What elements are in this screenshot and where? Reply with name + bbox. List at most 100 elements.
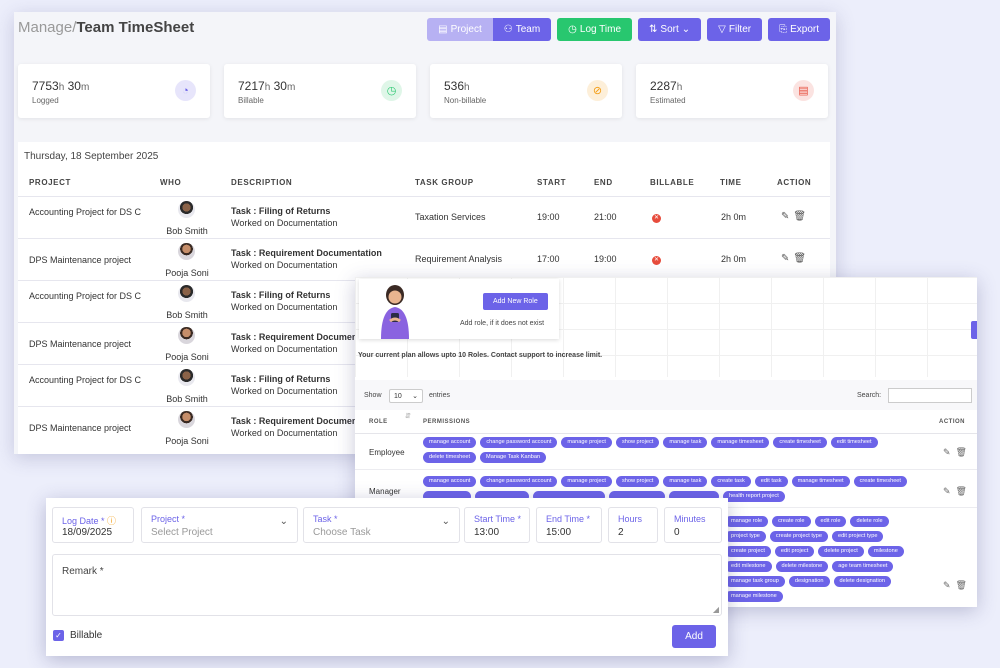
add-button[interactable]: Add <box>672 625 716 648</box>
avatar <box>178 327 195 344</box>
col-project[interactable]: PROJECT <box>29 178 71 187</box>
edit-icon[interactable]: ✎ <box>943 580 956 590</box>
col-description[interactable]: DESCRIPTION <box>231 178 293 187</box>
role-row: Manager manage account change password a… <box>355 470 977 508</box>
minutes-field[interactable]: Minutes 0 <box>664 507 722 543</box>
permission-pill: delete designation <box>833 576 891 587</box>
stat-number: 7217 <box>238 79 265 93</box>
project-select[interactable]: Project * Select Project ⌄ <box>141 507 298 543</box>
project-icon: ▤ <box>438 24 448 35</box>
description: Task : Filing of Returns Worked on Docume… <box>231 374 337 396</box>
task-select[interactable]: Task * Choose Task ⌄ <box>303 507 460 543</box>
minutes-label: Minutes <box>674 514 706 524</box>
permission-pill: create timesheet <box>773 437 827 448</box>
start-time-field[interactable]: Start Time * 13:00 <box>464 507 530 543</box>
entries-select[interactable]: 10 ⌄ <box>389 389 423 403</box>
permission-pill: create task <box>711 476 751 487</box>
delete-icon[interactable]: 🗑 <box>955 447 972 457</box>
edit-icon[interactable]: ✎ <box>943 486 956 496</box>
log-time-form: Log Date * ⓘ 18/09/2025 Project * Select… <box>46 498 728 656</box>
col-time[interactable]: TIME <box>720 178 742 187</box>
end-time-field[interactable]: End Time * 15:00 <box>536 507 602 543</box>
edit-icon[interactable]: ✎ <box>943 447 956 457</box>
log-date-field[interactable]: Log Date * ⓘ 18/09/2025 <box>52 507 134 543</box>
permission-pill <box>609 491 665 502</box>
permission-pill: manage account <box>423 437 477 448</box>
task-note: Worked on Documentation <box>231 428 338 438</box>
remark-textarea[interactable]: Remark * ◢ <box>52 554 722 616</box>
filter-label: Filter <box>728 24 752 35</box>
delete-icon[interactable]: 🗑 <box>955 486 972 496</box>
delete-icon[interactable]: 🗑 <box>955 580 972 590</box>
permission-pill: edit project type <box>831 531 884 542</box>
task-note: Worked on Documentation <box>231 260 338 270</box>
log-time-button[interactable]: ◷ Log Time <box>557 18 633 41</box>
side-tab[interactable] <box>971 321 977 339</box>
add-role-hint: Add role, if it does not exist <box>460 320 545 327</box>
project-label: Project * <box>151 514 186 524</box>
hours-field[interactable]: Hours 2 <box>608 507 658 543</box>
roles-table-header: ROLE ⇵ PERMISSIONS ACTION <box>355 410 977 434</box>
resize-handle-icon[interactable]: ◢ <box>712 605 719 614</box>
view-toggle: ▤ Project ⚇ Team <box>427 18 552 41</box>
sort-icon[interactable]: ⇵ <box>405 413 412 420</box>
billable-label: Billable <box>70 630 103 641</box>
billable-checkbox[interactable]: ✓ <box>53 630 64 641</box>
task-group: Requirement Analysis <box>415 254 503 264</box>
col-start[interactable]: START <box>537 178 567 187</box>
permission-pill: show project <box>615 437 660 448</box>
stat-unit: h <box>58 82 65 93</box>
edit-icon[interactable]: ✎ <box>781 253 794 264</box>
stat-number: 2287 <box>650 79 677 93</box>
stat-unit-2: m <box>286 82 296 93</box>
task-label: Task * <box>313 514 338 524</box>
add-new-role-button[interactable]: Add New Role <box>483 293 548 310</box>
permission-pill: edit timesheet <box>830 437 878 448</box>
add-role-card: Add New Role Add role, if it does not ex… <box>359 279 559 339</box>
log-date-value: 18/09/2025 <box>62 527 113 538</box>
sort-label: Sort <box>660 24 679 35</box>
delete-icon[interactable]: 🗑 <box>793 211 811 222</box>
permission-pill: age team timesheet <box>832 561 894 572</box>
table-row: DPS Maintenance project Pooja Soni Task … <box>18 238 830 280</box>
roles-table-toolbar: Show 10 ⌄ entries Search: <box>355 380 977 410</box>
project-view-button[interactable]: ▤ Project <box>427 18 493 41</box>
project-name: DPS Maintenance project <box>29 423 132 433</box>
who-name: Bob Smith <box>166 394 208 404</box>
col-task-group[interactable]: TASK GROUP <box>415 178 474 187</box>
stat-card-logged: 7753h 30m Logged ◔ <box>18 64 210 118</box>
duration: 2h 0m <box>721 212 747 222</box>
permission-list: manage role create role edit role delete… <box>725 516 925 602</box>
col-billable[interactable]: BILLABLE <box>650 178 695 187</box>
duration: 2h 0m <box>721 254 747 264</box>
export-button[interactable]: ⎘ Export <box>768 18 830 41</box>
edit-icon[interactable]: ✎ <box>781 211 794 222</box>
avatar <box>178 285 195 302</box>
permission-list: manage account change password account m… <box>423 437 923 463</box>
team-view-button[interactable]: ⚇ Team <box>492 18 552 41</box>
delete-icon[interactable]: 🗑 <box>793 253 811 264</box>
who-name: Bob Smith <box>166 226 208 236</box>
stat-unit: h <box>264 82 271 93</box>
breadcrumb-parent[interactable]: Manage/ <box>18 19 77 36</box>
filter-button[interactable]: ▽ Filter <box>707 18 763 41</box>
entries-label: entries <box>429 392 451 399</box>
task-group: Taxation Services <box>415 212 486 222</box>
project-name: Accounting Project for DS C <box>29 207 142 217</box>
not-billable-icon: ✕ <box>652 214 661 223</box>
search-input[interactable] <box>888 388 972 403</box>
stat-card-billable: 7217h 30m Billable ◷ <box>224 64 416 118</box>
team-icon: ⚇ <box>503 24 513 35</box>
description: Task : Filing of Returns Worked on Docume… <box>231 206 337 228</box>
col-role[interactable]: ROLE <box>369 419 388 425</box>
stat-number: 536 <box>444 79 465 93</box>
task-placeholder: Choose Task <box>313 527 371 538</box>
task-note: Worked on Documentation <box>231 386 338 396</box>
stat-number: 7753 <box>32 79 59 93</box>
project-name: DPS Maintenance project <box>29 339 132 349</box>
permission-pill <box>533 491 605 502</box>
col-end[interactable]: END <box>594 178 613 187</box>
col-who[interactable]: WHO <box>160 178 182 187</box>
end-time-label: End Time * <box>546 514 591 524</box>
sort-button[interactable]: ⇅ Sort ⌄ <box>638 18 702 41</box>
